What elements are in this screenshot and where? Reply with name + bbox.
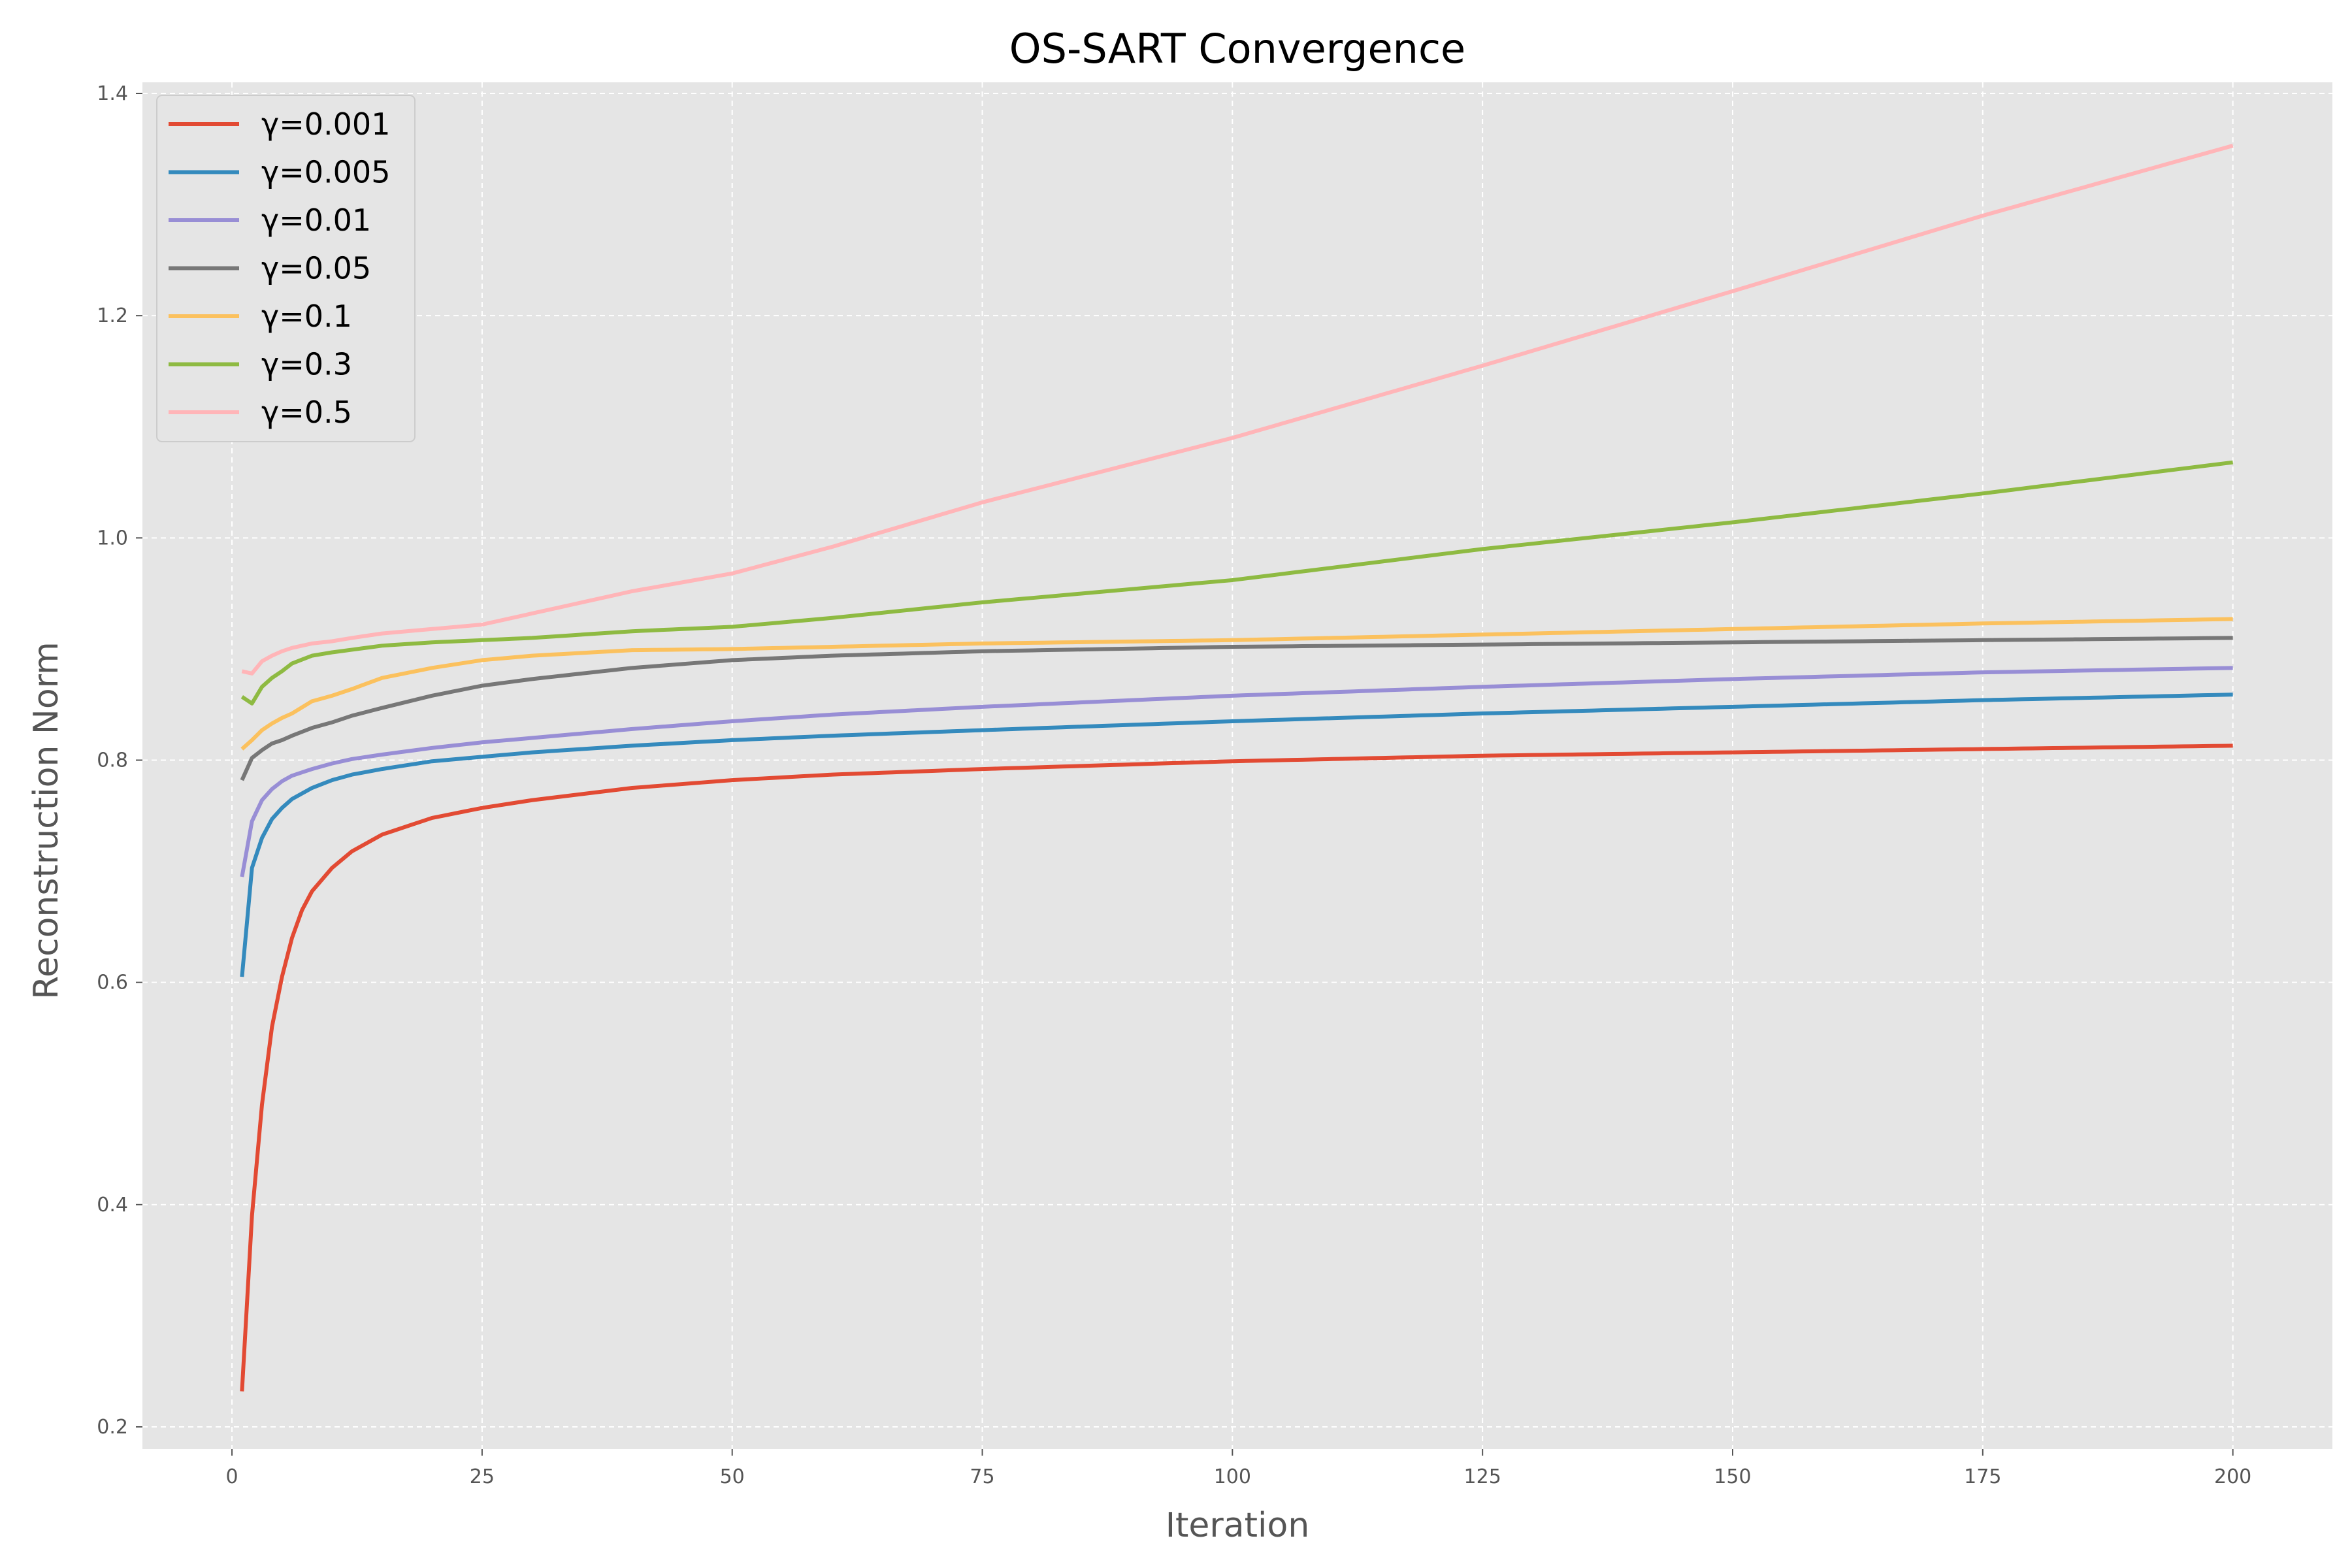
x-tick-label: 100: [1214, 1465, 1251, 1488]
series-line-1: [240, 693, 2233, 977]
x-tick-label: 175: [1964, 1465, 2001, 1488]
x-axis-label: Iteration: [1166, 1506, 1310, 1545]
series-line-5: [240, 460, 2234, 706]
legend-box: [156, 95, 416, 442]
y-tick-label: 1.0: [97, 527, 128, 549]
x-tick-label: 25: [470, 1465, 495, 1488]
series-line-6: [241, 144, 2234, 676]
grid: [142, 82, 2332, 1449]
chart-title: OS-SART Convergence: [1009, 25, 1465, 73]
y-axis-label: Reconstruction Norm: [27, 642, 66, 1000]
y-tick-label: 0.6: [97, 972, 128, 994]
legend-label: γ=0.01: [261, 203, 371, 238]
x-tick-label: 125: [1464, 1465, 1501, 1488]
series-lines: [240, 144, 2234, 1392]
y-tick-label: 0.8: [97, 749, 128, 772]
legend-label: γ=0.005: [261, 155, 390, 190]
x-tick-label: 75: [970, 1465, 994, 1488]
series-line-4: [240, 617, 2233, 751]
legend-label: γ=0.5: [261, 395, 352, 430]
plot-background: [142, 82, 2332, 1449]
legend-label: γ=0.1: [261, 299, 352, 334]
series-line-3: [240, 636, 2233, 781]
y-tick-label: 0.2: [97, 1416, 128, 1439]
series-line-2: [240, 666, 2233, 877]
x-tick-label: 150: [1714, 1465, 1751, 1488]
y-tick-label: 1.4: [97, 82, 128, 105]
series-line-0: [240, 743, 2233, 1392]
x-tick-label: 0: [226, 1465, 238, 1488]
legend-label: γ=0.001: [261, 106, 390, 142]
legend-label: γ=0.3: [261, 347, 352, 382]
axis-ticks: 0 25 50 75 100 125 150 175 200 0.2 0.4 0.6 0.8 1.0 1.2…: [97, 82, 2251, 1488]
legend: γ=0.001 γ=0.005 γ=0.01 γ=0.05 γ=0.1 γ=0.3 γ=0.…: [156, 95, 416, 442]
y-tick-label: 0.4: [97, 1194, 128, 1217]
legend-label: γ=0.05: [261, 251, 371, 286]
x-tick-label: 50: [720, 1465, 745, 1488]
x-tick-label: 200: [2214, 1465, 2251, 1488]
y-tick-label: 1.2: [97, 304, 128, 327]
